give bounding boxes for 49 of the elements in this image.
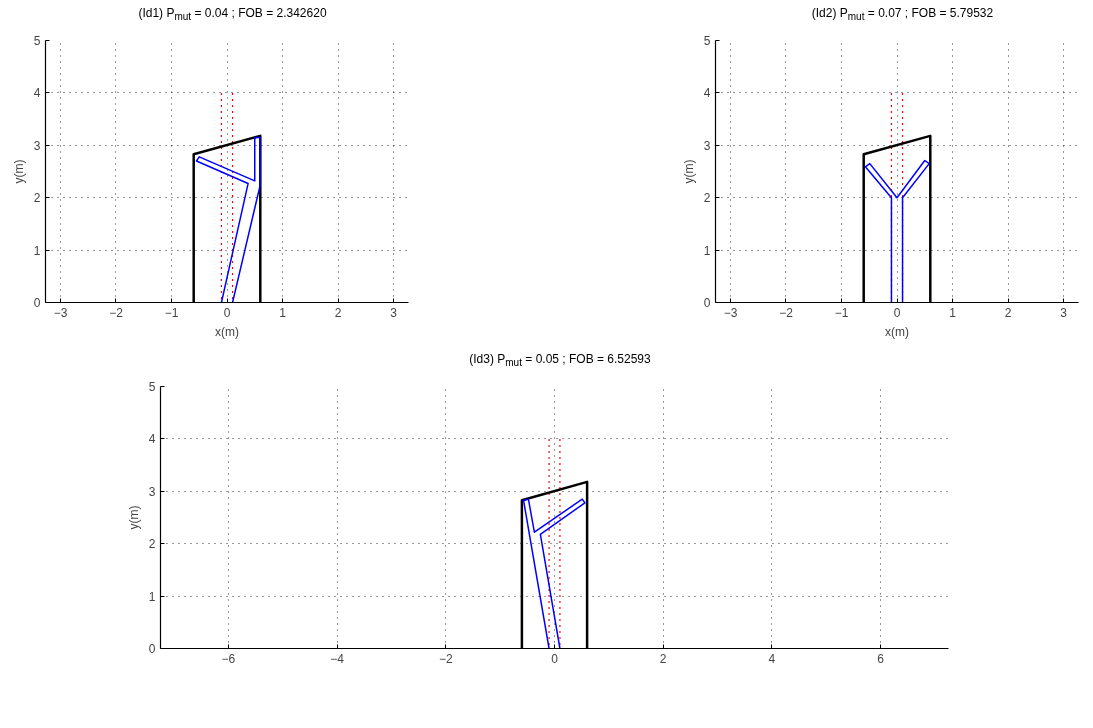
x-tick-label: 3 <box>390 305 398 320</box>
y-tick-label: 2 <box>148 537 156 552</box>
y-tick-label: 3 <box>703 138 711 153</box>
y-tick-label: 1 <box>148 589 156 604</box>
x-tick-label: 4 <box>768 651 776 666</box>
y-tick-label: 2 <box>703 191 711 206</box>
x-tick-label: −1 <box>834 305 849 320</box>
line-series <box>522 498 586 649</box>
x-tick-label: −2 <box>109 305 124 320</box>
x-tick-label: 0 <box>551 651 559 666</box>
x-axis-title: x(m) <box>885 324 910 339</box>
y-axis-title: y(m) <box>11 159 26 184</box>
x-tick-label: 2 <box>334 305 342 320</box>
y-tick-label: 4 <box>703 86 711 101</box>
x-tick-label: −4 <box>330 651 345 666</box>
y-tick-label: 3 <box>33 138 41 153</box>
x-tick-label: 6 <box>877 651 885 666</box>
y-tick-label: 4 <box>148 432 156 447</box>
y-tick-label: 0 <box>33 296 41 310</box>
chart-title: (Id2) P$_{mut}$ = 0.07 ; FOB = 5.79532 <box>811 5 994 25</box>
y-tick-label: 5 <box>703 34 711 48</box>
x-tick-label: 0 <box>893 305 901 320</box>
y-tick-label: 0 <box>703 296 711 310</box>
x-tick-label: 0 <box>223 305 231 320</box>
y-tick-label: 2 <box>33 191 41 206</box>
x-tick-label: −3 <box>723 305 738 320</box>
y-axis-title: y(m) <box>126 505 141 530</box>
y-tick-label: 1 <box>703 243 711 258</box>
chart-title: (Id3) P$_{mut}$ = 0.05 ; FOB = 6.52593 <box>469 351 651 371</box>
y-axis-title: y(m) <box>681 159 696 184</box>
y-tick-label: 3 <box>148 484 156 499</box>
x-tick-label: 2 <box>659 651 667 666</box>
x-tick-label: −2 <box>779 305 794 320</box>
line-series <box>864 159 930 303</box>
y-tick-label: 5 <box>148 380 156 394</box>
y-tick-label: 0 <box>148 642 156 656</box>
x-tick-label: 3 <box>1060 305 1068 320</box>
x-tick-label: −2 <box>438 651 453 666</box>
y-tick-label: 5 <box>33 34 41 48</box>
x-tick-label: −1 <box>164 305 179 320</box>
y-tick-label: 4 <box>33 86 41 101</box>
x-axis-title: x(m) <box>215 324 240 339</box>
x-tick-label: 2 <box>1004 305 1012 320</box>
x-tick-label: 1 <box>949 305 957 320</box>
x-tick-label: −3 <box>53 305 68 320</box>
chart-title: (Id1) P$_{mut}$ = 0.04 ; FOB = 2.342620 <box>138 5 327 25</box>
x-tick-label: −6 <box>221 651 236 666</box>
y-tick-label: 1 <box>33 243 41 258</box>
x-tick-label: 1 <box>279 305 287 320</box>
